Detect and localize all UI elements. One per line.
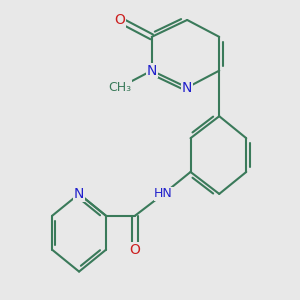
Text: N: N (182, 80, 192, 94)
Text: O: O (114, 13, 125, 27)
Text: O: O (129, 243, 140, 256)
Text: N: N (146, 64, 157, 78)
Text: CH₃: CH₃ (108, 81, 131, 94)
Text: N: N (74, 187, 84, 201)
Text: HN: HN (154, 188, 173, 200)
